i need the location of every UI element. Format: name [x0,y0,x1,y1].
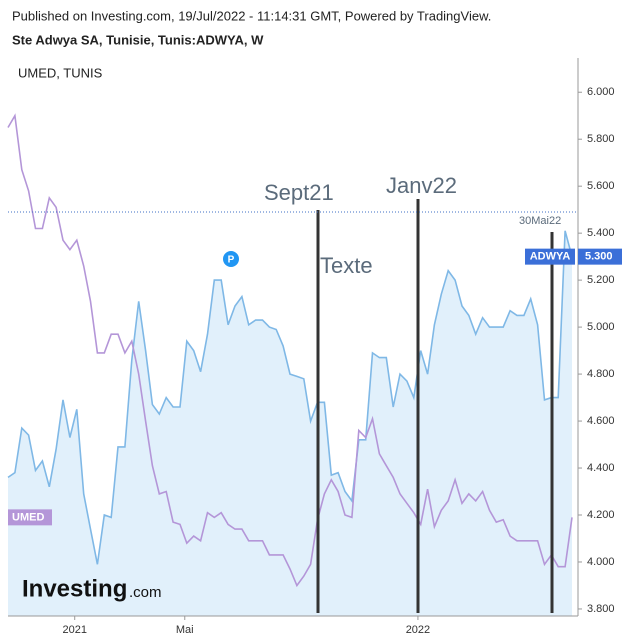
annotation: Sept21 [264,180,334,205]
y-tick-label: 4.200 [587,509,615,521]
price-tag-value-bg [578,248,622,265]
price-tag-value: 5.300 [585,251,613,263]
legend: UMED, TUNIS [18,65,103,80]
y-tick-label: 4.000 [587,556,615,568]
area [8,230,572,617]
y-tick-label: 4.800 [587,368,615,380]
line [7,113,573,588]
price-tag-name: ADWYA [530,251,571,263]
y-tick-label: 5.000 [587,321,615,333]
y-tick-label: 5.600 [587,180,615,192]
y-tick-label: 4.400 [587,462,615,474]
published-note: Published on Investing.com, 19/Jul/2022 … [12,8,491,23]
marker-text: P [228,255,235,266]
y-tick-label: 6.000 [587,86,615,98]
y-tick-label: 5.800 [587,133,615,145]
plot [7,113,573,617]
y-tick-label: 3.800 [587,603,615,615]
y-tick-label: 5.200 [587,274,615,286]
annotation: 30Mai22 [519,215,561,227]
line [7,230,573,565]
annotation: Texte [320,253,373,278]
x-tick-label: 2021 [62,624,86,636]
y-tick-label: 5.400 [587,227,615,239]
marker-icon [223,251,239,267]
series-tag [8,509,52,526]
price-tag [525,248,575,265]
x-tick-label: 2022 [406,624,430,636]
x-tick-label: Mai [176,624,194,636]
logo: Investing [22,575,127,602]
annotation: Janv22 [386,173,457,198]
logo-suffix: .com [129,584,162,601]
chart-title: Ste Adwya SA, Tunisie, Tunis:ADWYA, W [12,32,264,47]
y-tick-label: 4.600 [587,415,615,427]
series-tag-name: UMED [12,511,44,523]
